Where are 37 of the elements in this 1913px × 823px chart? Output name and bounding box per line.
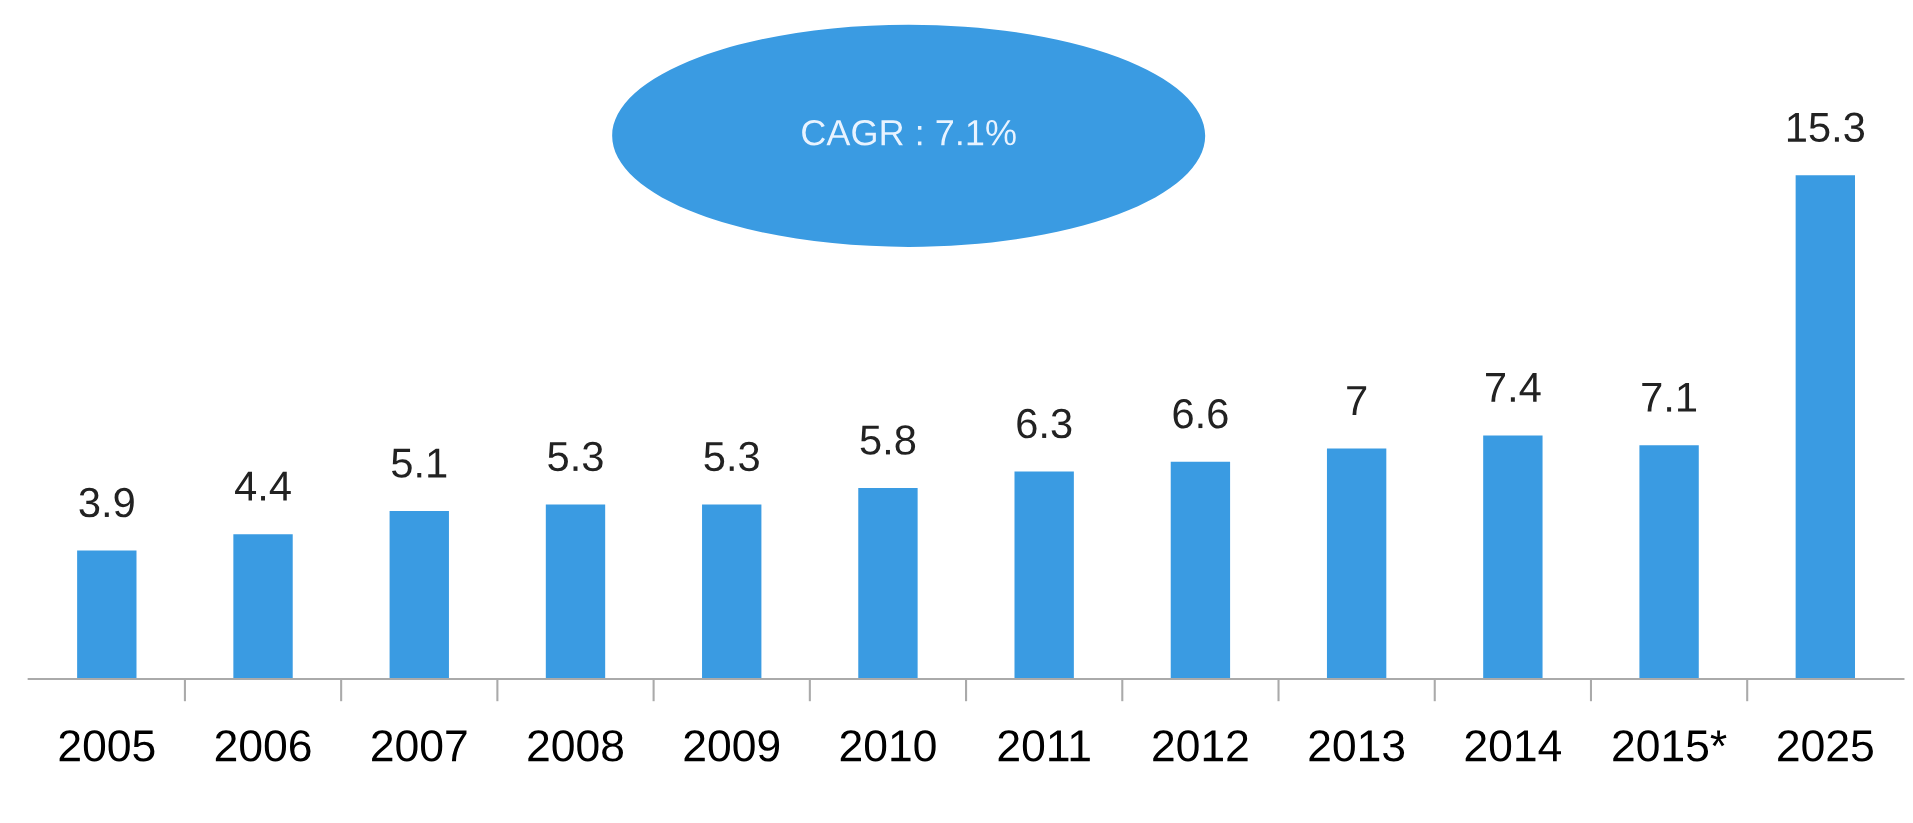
x-tick-label: 2011 [998, 730, 1090, 762]
bar [389, 511, 449, 679]
x-tick-label: 2008 [528, 730, 623, 762]
x-tick-label: 2007 [372, 730, 467, 762]
x-tick-label: 2009 [684, 730, 780, 762]
x-tick-label: 2025 [1778, 730, 1873, 762]
data-label: 7 [1347, 386, 1367, 415]
bar [1639, 445, 1699, 679]
data-label: 6.3 [1017, 408, 1072, 439]
x-tick-label: 2010 [840, 730, 936, 762]
bar [702, 504, 762, 679]
bar [77, 550, 137, 679]
data-label: 5.3 [704, 441, 759, 472]
bar [1170, 461, 1231, 679]
bar [545, 504, 606, 679]
data-label: 3.9 [79, 487, 134, 518]
bar [233, 534, 293, 679]
bar [1326, 448, 1387, 679]
x-tick-label: 2015* [1613, 730, 1727, 762]
data-label: 6.6 [1173, 398, 1228, 429]
data-label: 15.3 [1787, 112, 1865, 143]
x-tick-label: 2006 [215, 730, 311, 762]
x-tick-label: 2014 [1465, 730, 1561, 762]
bar [858, 488, 918, 679]
data-label: 5.8 [860, 425, 916, 455]
data-label: 5.1 [391, 448, 447, 478]
data-label: 7.4 [1486, 373, 1541, 402]
data-label: 5.3 [548, 441, 603, 472]
bar [1014, 471, 1074, 679]
bar [1795, 175, 1855, 679]
x-tick-label: 2013 [1309, 730, 1405, 762]
text: CAGR : 7.1% [802, 119, 1016, 146]
bar [1483, 435, 1543, 679]
x-tick-label: 2005 [59, 730, 155, 762]
data-label: 7.1 [1642, 382, 1697, 412]
x-tick-label: 2012 [1153, 730, 1248, 762]
data-label: 4.4 [235, 471, 291, 501]
